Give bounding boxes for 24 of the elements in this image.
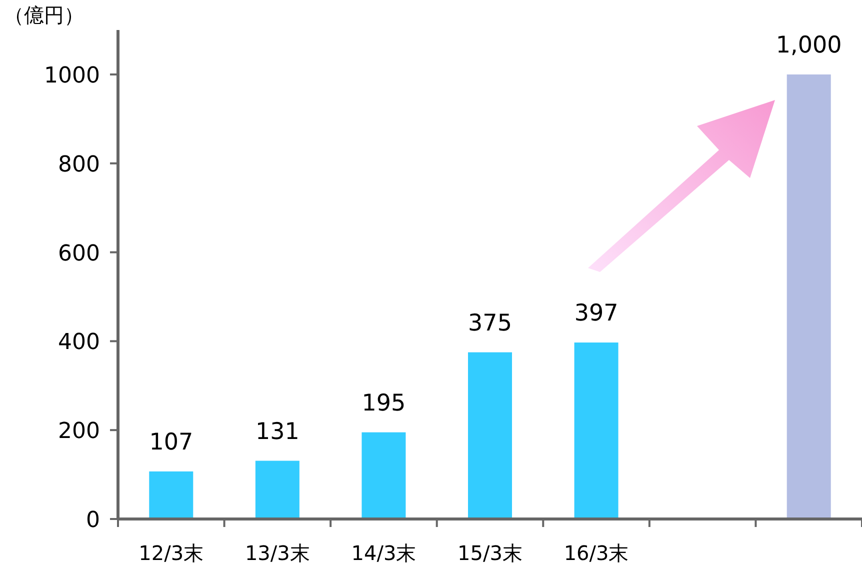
y-tick-label: 400 (58, 330, 100, 356)
x-tick-label: 13/3末 (244, 541, 310, 565)
bar (362, 432, 406, 519)
x-tick-label: 12/3末 (138, 541, 204, 565)
data-label: 195 (362, 390, 406, 416)
y-tick-label: 0 (86, 508, 100, 533)
bar (255, 460, 300, 519)
y-tick-label: 200 (58, 419, 100, 444)
data-label: 1,000 (776, 32, 842, 58)
bar (786, 74, 831, 519)
y-axis-title: （億円） (4, 3, 84, 27)
bar (574, 342, 618, 519)
bar (468, 352, 512, 519)
y-tick-label: 1000 (44, 63, 100, 88)
x-tick-label: 14/3末 (351, 541, 416, 565)
bar (149, 471, 194, 519)
data-label: 131 (255, 418, 300, 445)
data-label: 107 (149, 429, 194, 456)
data-label: 375 (468, 310, 512, 336)
x-tick-label: 15/3末 (458, 541, 522, 565)
y-tick-label: 600 (58, 241, 100, 266)
x-tick-label: 16/3末 (564, 541, 629, 565)
y-tick-label: 800 (58, 152, 100, 178)
data-label: 397 (574, 300, 618, 327)
